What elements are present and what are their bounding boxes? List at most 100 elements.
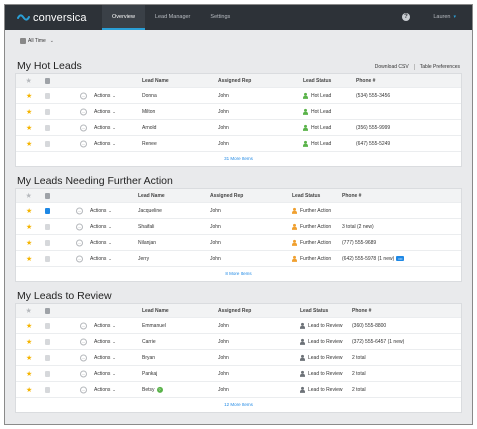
actions-dropdown[interactable]: Actions ⌄ xyxy=(94,339,116,345)
star-icon[interactable]: ★ xyxy=(26,255,33,263)
star-icon[interactable]: ★ xyxy=(26,338,33,346)
star-icon[interactable]: ★ xyxy=(26,92,33,100)
note-icon[interactable] xyxy=(45,338,50,345)
more-options-icon[interactable]: ··· xyxy=(80,354,87,361)
column-header-lead-status[interactable]: Lead Status xyxy=(303,77,332,84)
star-icon[interactable]: ★ xyxy=(26,140,33,148)
more-options-icon[interactable]: ··· xyxy=(80,386,87,393)
more-items-link[interactable]: 8 More Items xyxy=(225,271,252,276)
column-header-assigned-rep[interactable]: Assigned Rep xyxy=(210,192,244,199)
more-options-icon[interactable]: ··· xyxy=(80,370,87,377)
phone-text: (642) 555-5978 (1 new) xyxy=(342,255,395,262)
more-options-icon[interactable]: ··· xyxy=(76,223,83,230)
star-icon[interactable]: ★ xyxy=(26,308,32,314)
star-icon[interactable]: ★ xyxy=(26,322,33,330)
more-options-icon[interactable]: ··· xyxy=(76,255,83,262)
actions-dropdown[interactable]: Actions ⌄ xyxy=(94,141,116,147)
note-icon[interactable] xyxy=(45,192,50,199)
column-header-phone[interactable]: Phone # xyxy=(342,192,362,199)
star-icon[interactable]: ★ xyxy=(26,193,32,199)
lead-name[interactable]: Jerry xyxy=(138,256,149,262)
column-header-lead-status[interactable]: Lead Status xyxy=(300,307,329,314)
actions-dropdown[interactable]: Actions ⌄ xyxy=(94,371,116,377)
note-icon[interactable] xyxy=(45,370,50,377)
note-icon[interactable] xyxy=(45,140,50,147)
nav-overview[interactable]: Overview xyxy=(102,5,145,30)
note-icon[interactable] xyxy=(45,255,50,262)
note-icon[interactable] xyxy=(45,386,50,393)
actions-dropdown[interactable]: Actions ⌄ xyxy=(94,125,116,131)
actions-dropdown[interactable]: Actions ⌄ xyxy=(94,387,116,393)
user-menu[interactable]: Lauren ▾ xyxy=(433,5,456,30)
star-icon[interactable]: ★ xyxy=(26,239,33,247)
actions-dropdown[interactable]: Actions ⌄ xyxy=(94,93,116,99)
message-icon[interactable]: ••• xyxy=(396,255,405,261)
download-csv-link[interactable]: Download CSV xyxy=(374,64,409,70)
note-icon[interactable] xyxy=(45,92,50,99)
note-icon[interactable] xyxy=(45,239,50,246)
lead-name[interactable]: Bryan xyxy=(142,355,155,361)
more-options-icon[interactable]: ··· xyxy=(80,92,87,99)
nav-settings[interactable]: Settings xyxy=(210,14,231,20)
star-icon[interactable]: ★ xyxy=(26,354,33,362)
table-preferences-link[interactable]: Table Preferences xyxy=(419,64,460,70)
help-icon[interactable]: ? xyxy=(402,13,410,21)
note-icon[interactable] xyxy=(45,307,50,314)
lead-name[interactable]: Emmanuel xyxy=(142,323,166,329)
more-items-link[interactable]: 31 More Items xyxy=(224,156,253,161)
more-options-icon[interactable]: ··· xyxy=(80,140,87,147)
nav-lead-manager[interactable]: Lead Manager xyxy=(154,14,191,20)
lead-name[interactable]: Nilanjan xyxy=(138,240,156,246)
column-header-assigned-rep[interactable]: Assigned Rep xyxy=(218,307,252,314)
lead-name[interactable]: Renee xyxy=(142,141,157,147)
actions-dropdown[interactable]: Actions ⌄ xyxy=(94,355,116,361)
column-header-assigned-rep[interactable]: Assigned Rep xyxy=(218,77,252,84)
note-icon[interactable] xyxy=(45,108,50,115)
note-icon[interactable] xyxy=(45,322,50,329)
note-icon[interactable] xyxy=(45,124,50,131)
lead-name[interactable]: Jacqueline xyxy=(138,208,162,214)
lead-name[interactable]: Arnold xyxy=(142,125,156,131)
note-icon[interactable] xyxy=(45,223,50,230)
actions-dropdown[interactable]: Actions ⌄ xyxy=(94,109,116,115)
note-icon[interactable] xyxy=(45,207,50,214)
note-icon[interactable] xyxy=(45,77,50,84)
star-icon[interactable]: ★ xyxy=(26,124,33,132)
actions-dropdown[interactable]: Actions ⌄ xyxy=(94,323,116,329)
lead-name[interactable]: Milton xyxy=(142,109,155,115)
column-header-lead-name[interactable]: Lead Name xyxy=(138,192,165,199)
more-options-icon[interactable]: ··· xyxy=(76,207,83,214)
more-items-link[interactable]: 12 More Items xyxy=(224,402,253,407)
lead-name[interactable]: Shaifali xyxy=(138,224,154,230)
actions-dropdown[interactable]: Actions ⌄ xyxy=(90,256,112,262)
star-icon[interactable]: ★ xyxy=(26,370,33,378)
lead-name[interactable]: Donna xyxy=(142,93,157,99)
column-header-lead-status[interactable]: Lead Status xyxy=(292,192,321,199)
column-header-phone[interactable]: Phone # xyxy=(352,307,372,314)
lead-name[interactable]: Betsy? xyxy=(142,386,163,393)
lead-name[interactable]: Pankaj xyxy=(142,371,157,377)
time-filter-dropdown[interactable]: All Time ⌄ xyxy=(20,30,462,52)
star-icon[interactable]: ★ xyxy=(26,78,32,84)
more-options-icon[interactable]: ··· xyxy=(80,124,87,131)
column-header-lead-name[interactable]: Lead Name xyxy=(142,307,169,314)
logo[interactable]: conversica xyxy=(17,12,97,24)
chevron-down-icon: ⌄ xyxy=(112,124,116,130)
column-header-phone[interactable]: Phone # xyxy=(356,77,376,84)
star-icon[interactable]: ★ xyxy=(26,108,33,116)
note-icon[interactable] xyxy=(45,354,50,361)
more-options-icon[interactable]: ··· xyxy=(80,108,87,115)
actions-dropdown[interactable]: Actions ⌄ xyxy=(90,240,112,246)
column-header-lead-name[interactable]: Lead Name xyxy=(142,77,169,84)
lead-name[interactable]: Carrie xyxy=(142,339,156,345)
info-icon[interactable]: ? xyxy=(156,386,163,393)
actions-dropdown[interactable]: Actions ⌄ xyxy=(90,224,112,230)
more-options-icon[interactable]: ··· xyxy=(80,338,87,345)
more-options-icon[interactable]: ··· xyxy=(76,239,83,246)
actions-dropdown[interactable]: Actions ⌄ xyxy=(90,208,112,214)
more-options-icon[interactable]: ··· xyxy=(80,322,87,329)
lead-name-text: Shaifali xyxy=(138,223,155,230)
star-icon[interactable]: ★ xyxy=(26,207,33,215)
star-icon[interactable]: ★ xyxy=(26,223,33,231)
star-icon[interactable]: ★ xyxy=(26,386,33,394)
